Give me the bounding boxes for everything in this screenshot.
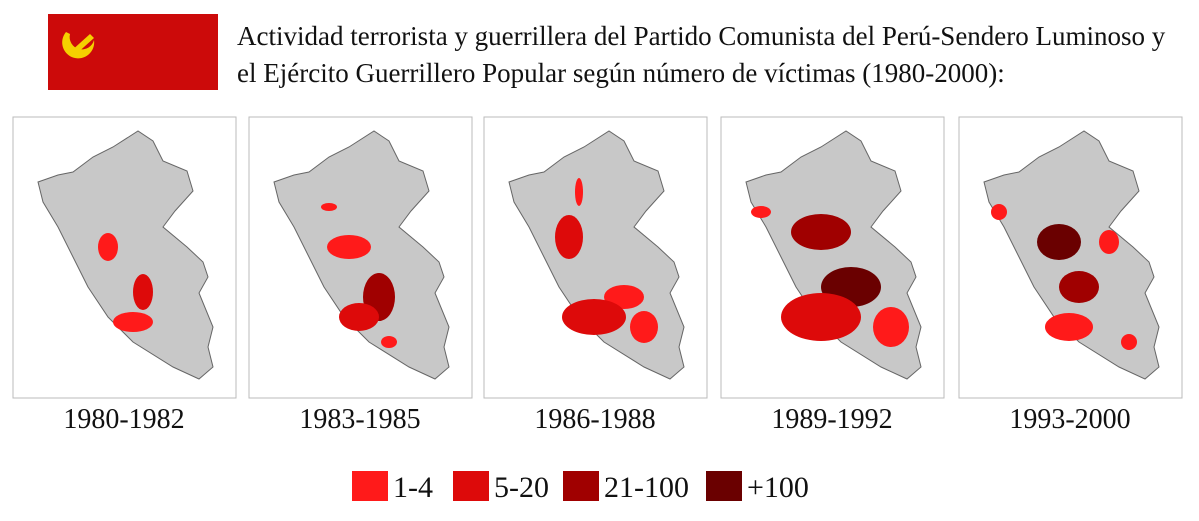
affected-area: [781, 293, 861, 341]
affected-area: [381, 336, 397, 348]
flag: [48, 14, 218, 90]
map-panel: [720, 116, 945, 399]
legend-label: 1-4: [393, 471, 433, 504]
affected-area: [562, 299, 626, 335]
affected-area: [991, 204, 1007, 220]
period-label: 1993-2000: [1009, 404, 1130, 435]
affected-area: [751, 206, 771, 218]
affected-area: [133, 274, 153, 310]
legend-label: 21-100: [604, 471, 689, 504]
affected-area: [327, 235, 371, 259]
affected-area: [1059, 271, 1099, 303]
affected-area: [1037, 224, 1081, 260]
period-label: 1980-1982: [63, 404, 184, 435]
legend-swatch: [563, 471, 599, 501]
map-panel: [483, 116, 708, 399]
map-panel: [12, 116, 237, 399]
map-panel: [248, 116, 473, 399]
map-panel: [958, 116, 1183, 399]
title-line: el Ejército Guerrillero Popular según nú…: [237, 58, 1005, 88]
affected-area: [1099, 230, 1119, 254]
affected-area: [873, 307, 909, 347]
affected-area: [339, 303, 379, 331]
legend-swatch: [352, 471, 388, 501]
affected-area: [1121, 334, 1137, 350]
legend-swatch: [706, 471, 742, 501]
period-label: 1986-1988: [534, 404, 655, 435]
affected-area: [555, 215, 583, 259]
title-line: Actividad terrorista y guerrillera del P…: [237, 21, 1166, 51]
legend-label: 5-20: [494, 471, 549, 504]
affected-area: [575, 178, 583, 206]
affected-area: [113, 312, 153, 332]
period-label: 1989-1992: [771, 404, 892, 435]
affected-area: [321, 203, 337, 211]
affected-area: [630, 311, 658, 343]
affected-area: [791, 214, 851, 250]
period-label: 1983-1985: [299, 404, 420, 435]
legend: 1-4 5-20 21-100 +100: [352, 471, 809, 504]
affected-area: [1045, 313, 1093, 341]
map-panels: 1980-1982 1983-1985 1986-1988 1989-1992 1993…: [12, 116, 1183, 435]
legend-swatch: [453, 471, 489, 501]
legend-label: +100: [747, 471, 809, 504]
affected-area: [98, 233, 118, 261]
